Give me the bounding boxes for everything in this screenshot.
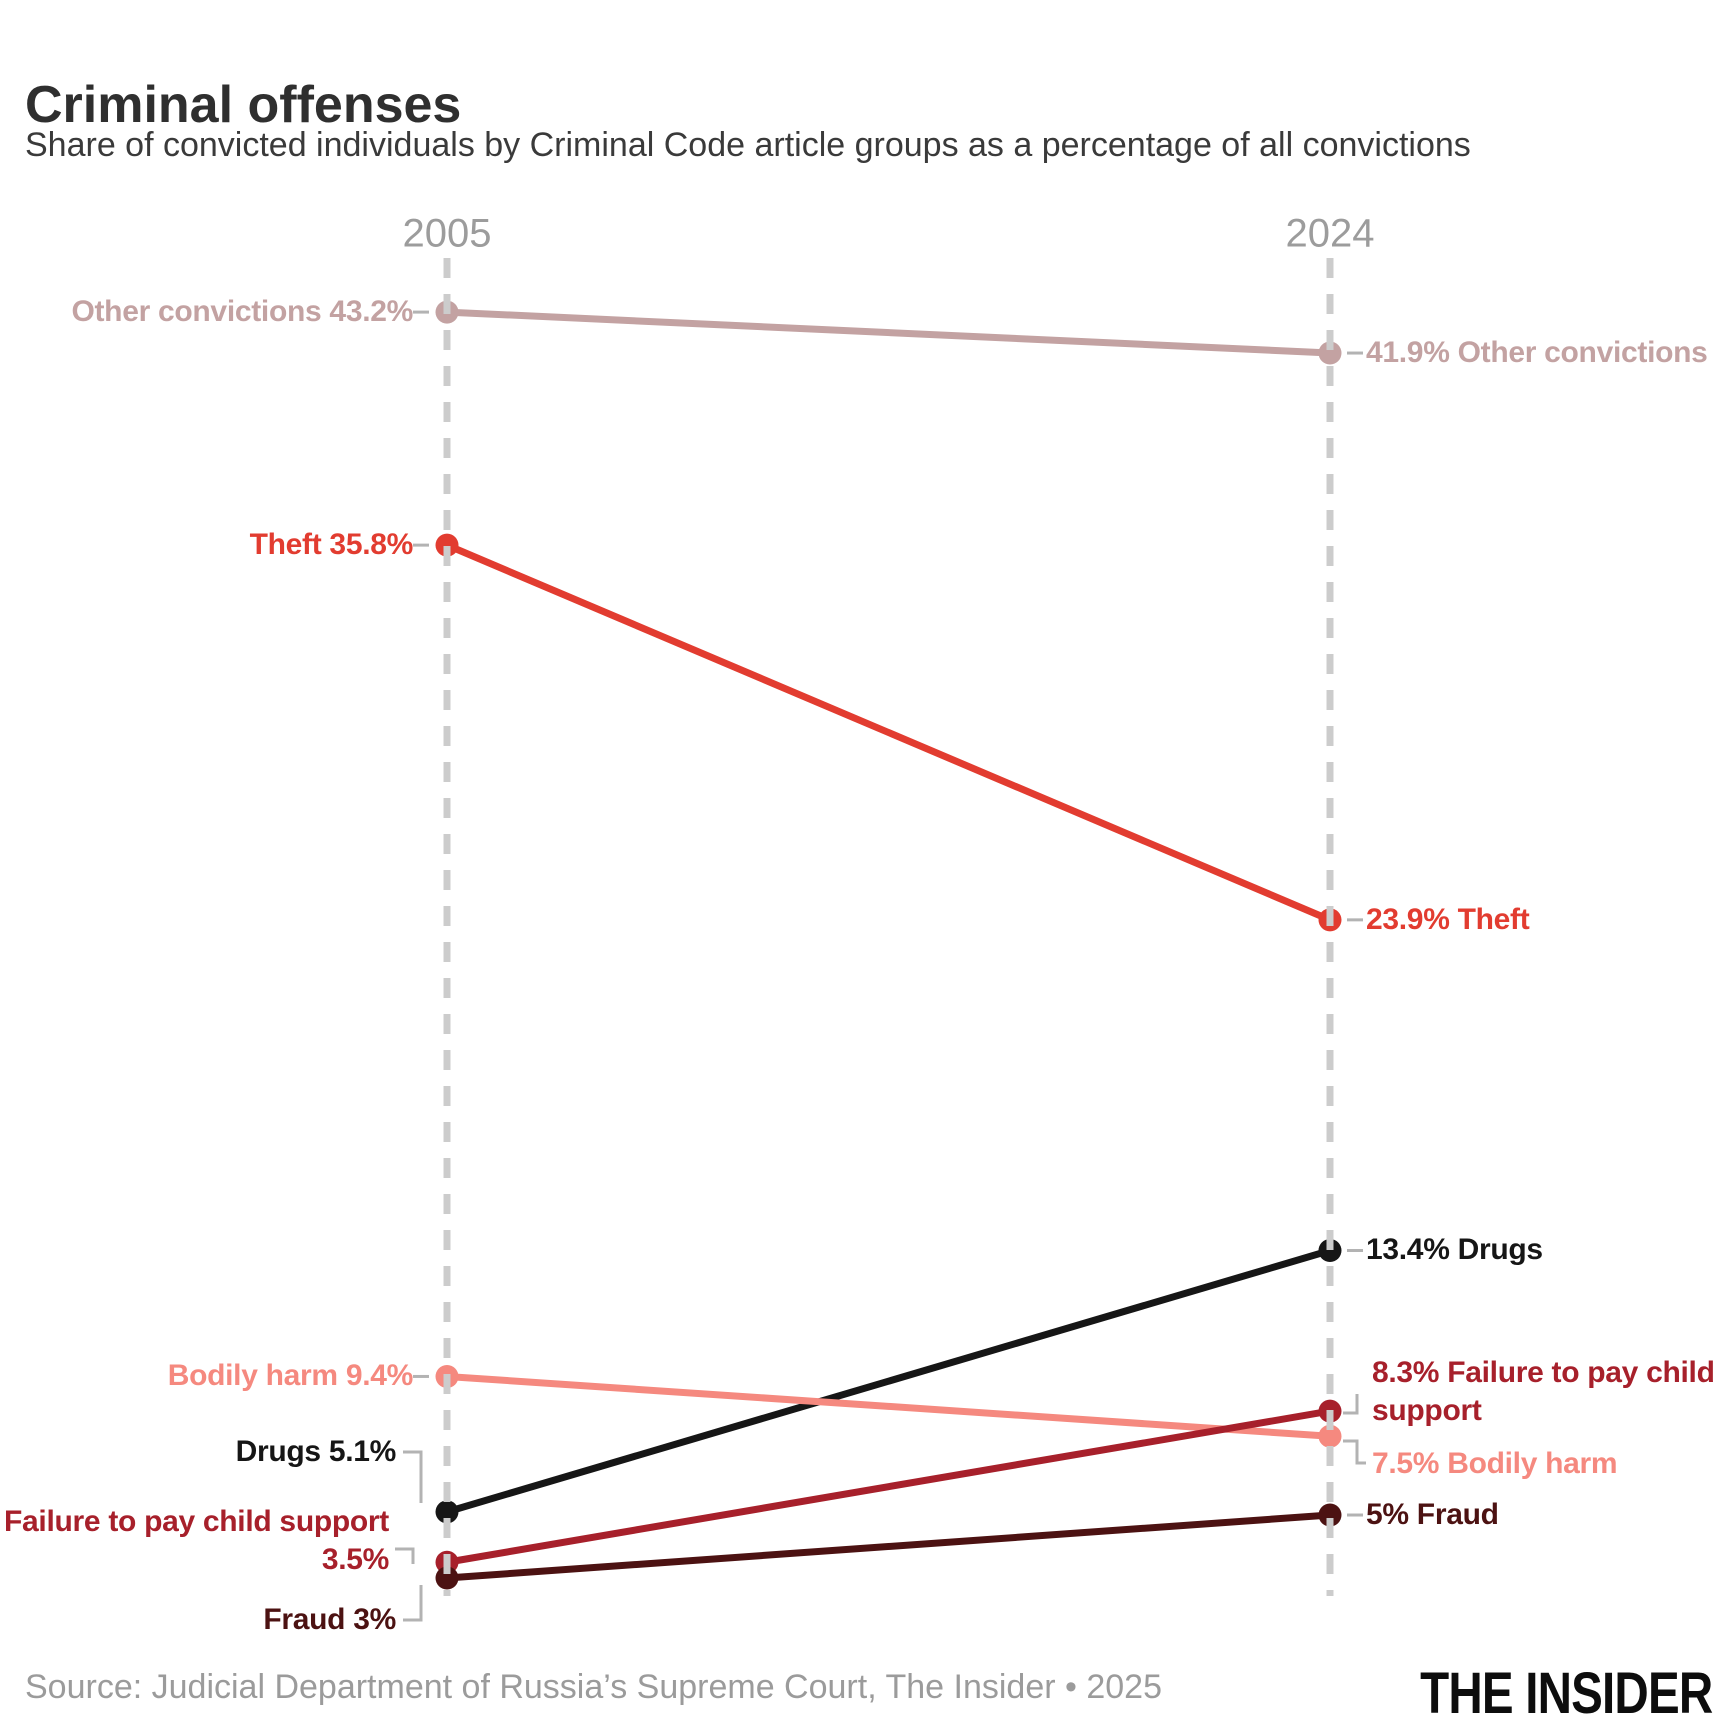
label-drugs-2024: 13.4% Drugs <box>1366 1233 1543 1266</box>
bracket-fraud-2005 <box>403 1585 423 1622</box>
column-header-2005: 2005 <box>402 211 492 256</box>
dot-bodily-harm-2024 <box>1318 1424 1342 1448</box>
slope-line-theft <box>445 541 1332 924</box>
bracket-drugs-2005 <box>403 1450 423 1503</box>
label-drugs-2005: Drugs 5.1% <box>235 1435 397 1468</box>
label-fraud-2024: 5% Fraud <box>1366 1498 1499 1531</box>
slope-line-fraud <box>446 1511 1331 1582</box>
brand-logo: THE INSIDER <box>1419 1661 1713 1726</box>
dot-drugs-2005 <box>435 1500 459 1524</box>
page-title: Criminal offenses <box>25 75 462 134</box>
label-child-support-2005-line2: 3.5% <box>321 1543 389 1576</box>
slope-line-drugs <box>446 1247 1331 1516</box>
label-other-convictions-2005: Other convictions 43.2% <box>71 295 413 328</box>
source-note: Source: Judicial Department of Russia’s … <box>25 1668 1162 1706</box>
dot-fraud-2005 <box>435 1566 459 1590</box>
page-subtitle: Share of convicted individuals by Crimin… <box>25 126 1471 164</box>
bracket-bodily-harm-2024 <box>1343 1439 1366 1465</box>
label-child-support-2005: Failure to pay child support 3.5% <box>4 1503 389 1579</box>
label-child-support-2024-line2: support <box>1372 1394 1482 1427</box>
label-theft-2024: 23.9% Theft <box>1366 903 1530 936</box>
dot-fraud-2024 <box>1318 1503 1342 1527</box>
dot-other-convictions-2024 <box>1318 341 1342 365</box>
label-bodily-harm-2024: 7.5% Bodily harm <box>1372 1447 1618 1480</box>
slope-line-other-convictions <box>446 308 1331 357</box>
dot-theft-2005 <box>435 533 459 557</box>
bracket-child-support-2024 <box>1343 1394 1359 1415</box>
label-child-support-2024-line1: 8.3% Failure to pay child <box>1372 1356 1715 1389</box>
slope-line-bodily-harm <box>446 1372 1331 1440</box>
label-theft-2005: Theft 35.8% <box>249 528 414 561</box>
bracket-child-support-2005 <box>395 1547 415 1564</box>
label-other-convictions-2024: 41.9% Other convictions <box>1366 336 1708 369</box>
label-child-support-2005-line1: Failure to pay child support <box>4 1505 389 1538</box>
slope-line-failure-to-pay-child-support <box>446 1407 1331 1566</box>
dot-drugs-2024 <box>1318 1239 1342 1263</box>
column-header-2024: 2024 <box>1285 211 1375 256</box>
label-bodily-harm-2005: Bodily harm 9.4% <box>167 1359 414 1392</box>
label-fraud-2005: Fraud 3% <box>263 1603 396 1636</box>
label-child-support-2024: 8.3% Failure to pay child support <box>1372 1354 1715 1430</box>
